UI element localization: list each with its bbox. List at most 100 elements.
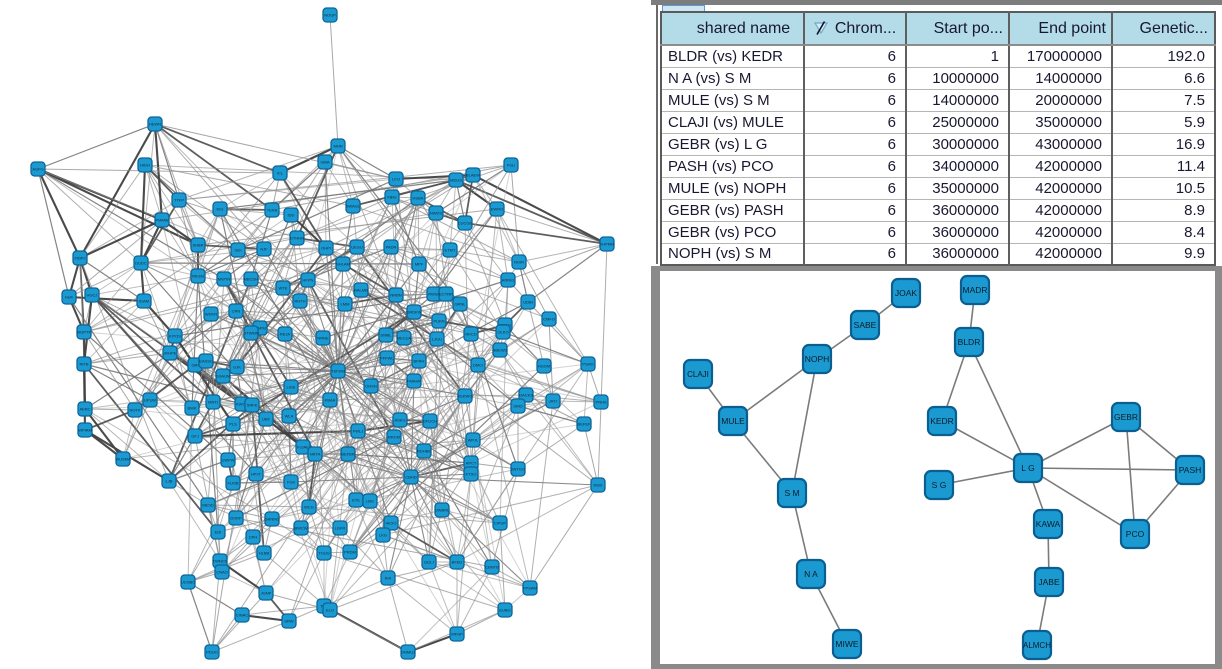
- svg-text:NOTK: NOTK: [129, 408, 140, 413]
- svg-text:WTE: WTE: [279, 286, 288, 291]
- svg-text:GFJ: GFJ: [191, 434, 199, 439]
- svg-text:TTFP: TTFP: [174, 198, 184, 203]
- svg-text:OWBRL: OWBRL: [435, 508, 450, 513]
- svg-text:NRNE: NRNE: [317, 336, 329, 341]
- svg-text:MIWE: MIWE: [835, 639, 858, 649]
- svg-text:TSFDM: TSFDM: [331, 369, 345, 374]
- svg-text:NRTA: NRTA: [310, 452, 321, 457]
- svg-text:CBNTB: CBNTB: [485, 565, 499, 570]
- svg-text:CPH: CPH: [249, 535, 258, 540]
- svg-text:BALMB: BALMB: [354, 288, 368, 293]
- svg-text:EDI: EDI: [215, 530, 222, 535]
- svg-text:AGFG: AGFG: [32, 167, 43, 172]
- svg-text:BLDR: BLDR: [958, 337, 981, 347]
- svg-text:LBG: LBG: [366, 499, 374, 504]
- svg-text:KWCB: KWCB: [236, 402, 248, 407]
- svg-text:PASH: PASH: [1179, 465, 1202, 475]
- svg-text:SHBR: SHBR: [192, 243, 203, 248]
- svg-text:MECUA: MECUA: [397, 336, 412, 341]
- svg-text:LMM: LMM: [341, 302, 350, 307]
- svg-text:DOKP: DOKP: [230, 516, 242, 521]
- svg-text:NOPH: NOPH: [805, 354, 830, 364]
- svg-text:FWLJ: FWLJ: [353, 429, 363, 434]
- svg-text:KAWA: KAWA: [1036, 519, 1061, 529]
- svg-text:UWPW: UWPW: [221, 458, 234, 463]
- svg-text:RIIGM: RIIGM: [192, 274, 204, 279]
- svg-text:FFFWL: FFFWL: [380, 356, 394, 361]
- svg-text:NBEWD: NBEWD: [493, 348, 508, 353]
- svg-text:HSBA: HSBA: [413, 196, 424, 201]
- svg-text:DTHHN: DTHHN: [290, 236, 304, 241]
- svg-text:IACIO: IACIO: [386, 521, 397, 526]
- svg-text:SABE: SABE: [854, 320, 877, 330]
- svg-text:CUCGE: CUCGE: [458, 221, 473, 226]
- svg-text:BFRH: BFRH: [414, 359, 425, 364]
- svg-text:PADR: PADR: [386, 245, 397, 250]
- svg-text:OHSN: OHSN: [365, 384, 377, 389]
- svg-text:REJA: REJA: [280, 332, 291, 337]
- svg-text:KIG: KIG: [217, 207, 224, 212]
- svg-text:BWK: BWK: [187, 406, 196, 411]
- svg-text:RKCD: RKCD: [465, 332, 476, 337]
- svg-text:KEDR: KEDR: [930, 416, 954, 426]
- svg-text:MBCDH: MBCDH: [244, 277, 259, 282]
- svg-text:CAPM: CAPM: [254, 326, 266, 331]
- svg-text:ETMT: ETMT: [445, 248, 456, 253]
- svg-text:OLKO: OLKO: [497, 330, 508, 335]
- svg-text:GNMUJ: GNMUJ: [401, 650, 415, 655]
- svg-text:RITB: RITB: [79, 362, 88, 367]
- svg-text:SMBL: SMBL: [381, 333, 393, 338]
- svg-text:HIDH: HIDH: [140, 163, 150, 168]
- svg-text:WPIAM: WPIAM: [78, 428, 92, 433]
- svg-text:SRFK: SRFK: [247, 403, 258, 408]
- svg-text:GRNL: GRNL: [454, 302, 466, 307]
- svg-text:NWDS: NWDS: [430, 211, 443, 216]
- svg-text:IDD: IDD: [288, 213, 295, 218]
- svg-text:NOGP: NOGP: [324, 13, 336, 18]
- svg-text:ECTRP: ECTRP: [439, 292, 453, 297]
- svg-text:CRN: CRN: [232, 309, 241, 314]
- svg-text:RRCM: RRCM: [388, 435, 400, 440]
- svg-text:GRNMO: GRNMO: [264, 517, 279, 522]
- svg-text:KEKWO: KEKWO: [458, 394, 473, 399]
- svg-text:LJB: LJB: [166, 479, 173, 484]
- svg-text:CNAO: CNAO: [216, 570, 228, 575]
- svg-text:ELO: ELO: [326, 608, 334, 613]
- svg-text:GSAUM: GSAUM: [216, 374, 231, 379]
- svg-text:N A: N A: [804, 569, 818, 579]
- svg-text:JABE: JABE: [1038, 577, 1060, 587]
- svg-text:PDUO: PDUO: [206, 650, 218, 655]
- svg-text:HEWR: HEWR: [149, 122, 161, 127]
- svg-text:APCT: APCT: [466, 461, 477, 466]
- svg-text:OHPI: OHPI: [321, 246, 331, 251]
- svg-text:MUPTF: MUPTF: [77, 330, 91, 335]
- svg-text:TEKB: TEKB: [267, 208, 278, 213]
- svg-text:LFIJ: LFIJ: [392, 177, 400, 182]
- svg-text:UEGU: UEGU: [351, 245, 363, 250]
- svg-text:MESD: MESD: [202, 503, 214, 508]
- svg-text:WLA: WLA: [285, 414, 294, 419]
- svg-text:AERC: AERC: [79, 407, 90, 412]
- svg-text:WDKR: WDKR: [205, 312, 217, 317]
- svg-text:HLBB: HLBB: [259, 551, 270, 556]
- svg-text:PLS: PLS: [229, 422, 237, 427]
- svg-text:GMA: GMA: [320, 160, 329, 165]
- svg-text:WFHP: WFHP: [451, 632, 463, 637]
- svg-text:KITOS: KITOS: [169, 334, 181, 339]
- svg-text:SWAGL: SWAGL: [346, 204, 361, 209]
- svg-text:DUDC: DUDC: [135, 261, 147, 266]
- svg-text:WUSMA: WUSMA: [115, 457, 131, 462]
- svg-text:KBAA: KBAA: [325, 398, 336, 403]
- svg-text:HFPN: HFPN: [303, 278, 314, 283]
- svg-text:EUBG: EUBG: [499, 608, 510, 613]
- svg-text:SRW: SRW: [284, 619, 293, 624]
- svg-text:BEFBR: BEFBR: [341, 452, 354, 457]
- svg-text:HUK: HUK: [65, 295, 74, 300]
- svg-text:IKBS: IKBS: [593, 483, 602, 488]
- svg-text:WPJL: WPJL: [468, 438, 479, 443]
- svg-text:FPSAM: FPSAM: [523, 586, 537, 591]
- svg-text:NOIR: NOIR: [514, 260, 524, 265]
- svg-text:LKG: LKG: [379, 533, 387, 538]
- svg-text:PSHO: PSHO: [582, 362, 593, 367]
- svg-text:EASSC: EASSC: [199, 359, 213, 364]
